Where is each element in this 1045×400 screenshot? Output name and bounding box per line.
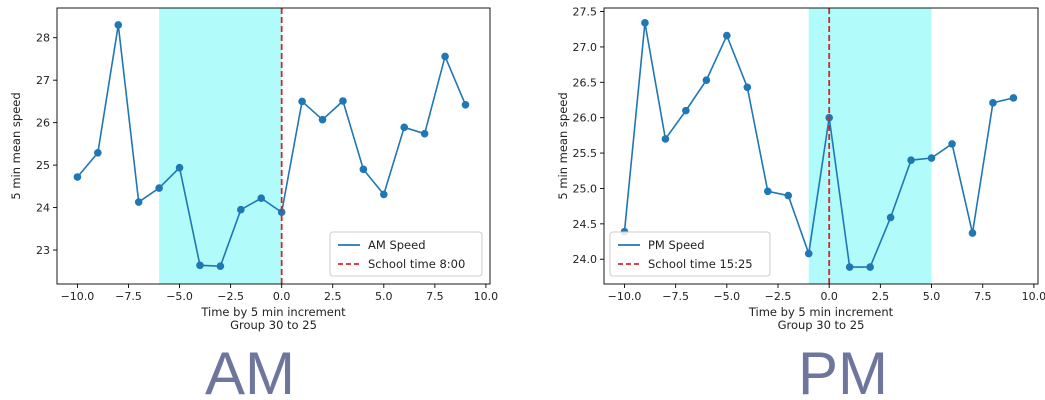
y-tick-label: 27 xyxy=(36,74,50,87)
data-point xyxy=(989,99,997,107)
data-point xyxy=(886,213,895,222)
data-point xyxy=(94,148,102,157)
x-tick-label: 7.5 xyxy=(426,290,444,303)
legend-entry-speed: AM Speed xyxy=(368,238,426,252)
legend-entry-school-time: School time 15:25 xyxy=(648,257,753,271)
data-point xyxy=(948,140,956,148)
data-point xyxy=(400,123,409,132)
x-tick-label: −10.0 xyxy=(61,290,95,303)
series-line xyxy=(623,22,1014,268)
x-tick-label: 2.5 xyxy=(324,290,342,303)
x-tick-label: 10.0 xyxy=(1022,290,1045,303)
series-line xyxy=(76,24,467,267)
data-point xyxy=(682,106,690,115)
y-tick-label: 26.0 xyxy=(573,112,598,125)
y-tick-label: 25.5 xyxy=(573,147,598,160)
data-point xyxy=(804,249,813,258)
data-point xyxy=(73,173,82,181)
y-tick-label: 27.0 xyxy=(573,41,598,54)
data-point xyxy=(763,187,772,196)
x-tick-label: −2.5 xyxy=(765,290,792,303)
data-point xyxy=(866,263,874,271)
data-point xyxy=(723,31,731,40)
data-point xyxy=(175,163,184,172)
x-tick-label: 5.0 xyxy=(923,290,941,303)
data-point xyxy=(114,21,123,29)
y-tick-label: 24 xyxy=(36,202,50,215)
data-point xyxy=(845,263,854,271)
x-tick-label: −10.0 xyxy=(608,290,642,303)
legend-entry-school-time: School time 8:00 xyxy=(368,257,465,271)
x-tick-label: 10.0 xyxy=(474,290,499,303)
pm-big-label: PM xyxy=(798,340,888,400)
shaded-span xyxy=(808,8,932,284)
am-chart: −10.0 −7.5 −5.0 −2.5 0.0 2.5 5.0 7.5 10.0 23 24 25 2… xyxy=(9,7,499,332)
plot-frame xyxy=(56,7,491,285)
legend-entry-speed: PM Speed xyxy=(648,238,705,252)
x-tick-label: −7.5 xyxy=(115,290,142,303)
data-point xyxy=(661,135,670,143)
y-tick-label: 25.0 xyxy=(573,182,598,195)
data-point xyxy=(237,205,245,214)
y-tick-label: 23 xyxy=(36,244,50,257)
y-tick-label: 25 xyxy=(36,159,50,172)
y-tick-label: 28 xyxy=(36,32,50,45)
data-point xyxy=(441,52,449,61)
data-point xyxy=(257,194,266,203)
y-tick-label: 26 xyxy=(36,117,50,130)
x-axis-sublabel: Group 30 to 25 xyxy=(230,318,317,332)
x-tick-label: 0.0 xyxy=(820,290,838,303)
data-point xyxy=(927,154,936,162)
data-point xyxy=(277,208,286,217)
data-point xyxy=(743,83,752,92)
am-big-label: AM xyxy=(205,340,295,400)
y-tick-label: 24.5 xyxy=(573,218,598,231)
legend: AM Speed School time 8:00 xyxy=(329,231,483,277)
x-tick-label: −2.5 xyxy=(217,290,244,303)
data-point xyxy=(379,190,388,199)
shaded-span xyxy=(159,8,282,284)
x-tick-label: 0.0 xyxy=(273,290,291,303)
pm-chart: −10.0 −7.5 −5.0 −2.5 0.0 2.5 5.0 7.5 10.0 24.0 24.… xyxy=(556,6,1045,332)
x-tick-label: −5.0 xyxy=(713,290,740,303)
x-tick-label: 2.5 xyxy=(872,290,890,303)
data-point xyxy=(339,97,347,105)
x-axis-label: Time by 5 min increment xyxy=(748,305,894,319)
data-point xyxy=(359,165,368,174)
x-axis-sublabel: Group 30 to 25 xyxy=(778,318,865,332)
data-point xyxy=(420,129,429,138)
x-tick-label: −7.5 xyxy=(662,290,689,303)
y-axis-label: 5 min mean speed xyxy=(556,92,570,199)
x-tick-label: 7.5 xyxy=(974,290,992,303)
data-point xyxy=(784,191,793,200)
data-point xyxy=(907,156,915,164)
data-point xyxy=(216,262,225,270)
data-point xyxy=(196,261,204,270)
legend-box xyxy=(609,231,771,277)
data-point xyxy=(298,97,306,106)
data-point xyxy=(641,19,649,27)
data-point xyxy=(1009,94,1018,102)
x-axis-label: Time by 5 min increment xyxy=(200,305,346,319)
y-axis-label: 5 min mean speed xyxy=(9,92,23,199)
y-tick-label: 24.0 xyxy=(573,253,598,266)
data-point xyxy=(155,184,163,192)
data-point xyxy=(134,198,143,206)
legend-box xyxy=(329,231,483,277)
data-point xyxy=(461,101,470,109)
y-tick-label: 27.5 xyxy=(573,6,598,19)
plot-frame xyxy=(603,7,1039,285)
legend: PM Speed School time 15:25 xyxy=(609,231,771,277)
data-point xyxy=(702,76,711,84)
x-tick-label: 5.0 xyxy=(375,290,393,303)
data-point xyxy=(318,115,327,124)
data-point xyxy=(968,229,977,237)
y-tick-label: 26.5 xyxy=(573,76,598,89)
x-tick-label: −5.0 xyxy=(166,290,193,303)
